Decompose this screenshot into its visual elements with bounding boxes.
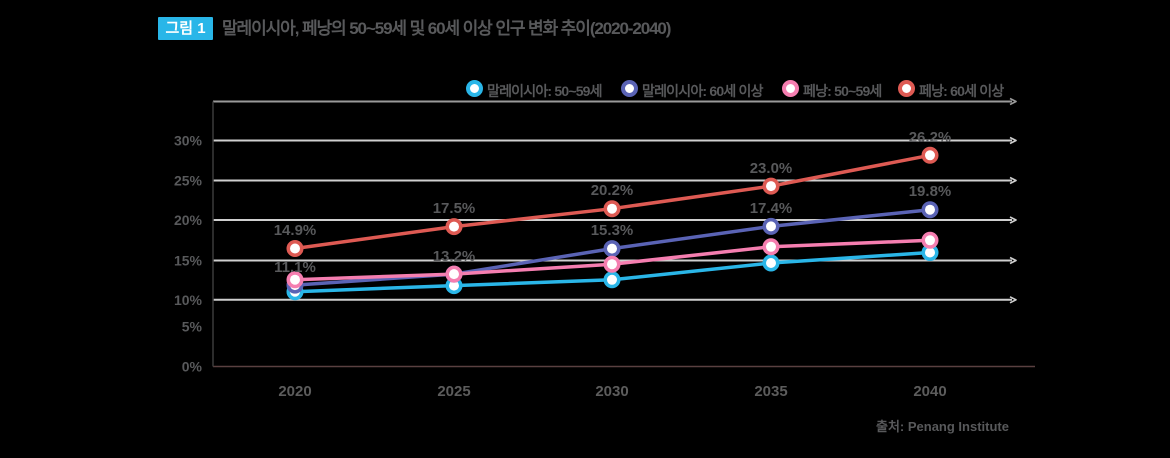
svg-text:19.8%: 19.8% — [909, 183, 952, 200]
svg-text:15.3%: 15.3% — [591, 222, 634, 239]
svg-text:30%: 30% — [174, 133, 203, 149]
svg-text:20%: 20% — [174, 212, 203, 228]
svg-text:5%: 5% — [182, 319, 203, 335]
svg-text:17.5%: 17.5% — [433, 200, 476, 217]
svg-text:14.9%: 14.9% — [274, 222, 317, 239]
svg-text:2030: 2030 — [595, 383, 628, 400]
svg-text:2020: 2020 — [278, 383, 311, 400]
svg-text:0%: 0% — [182, 359, 203, 375]
svg-text:23.0%: 23.0% — [750, 160, 793, 177]
svg-text:10%: 10% — [174, 292, 203, 308]
svg-text:26.2%: 26.2% — [909, 129, 952, 146]
svg-text:13.2%: 13.2% — [433, 248, 476, 265]
svg-text:17.4%: 17.4% — [750, 200, 793, 217]
svg-text:2025: 2025 — [437, 383, 470, 400]
svg-text:20.2%: 20.2% — [591, 182, 634, 199]
svg-text:2040: 2040 — [913, 383, 946, 400]
svg-text:15%: 15% — [174, 253, 203, 269]
svg-text:11.1%: 11.1% — [274, 259, 316, 276]
svg-text:2035: 2035 — [754, 383, 787, 400]
svg-text:25%: 25% — [174, 173, 203, 189]
